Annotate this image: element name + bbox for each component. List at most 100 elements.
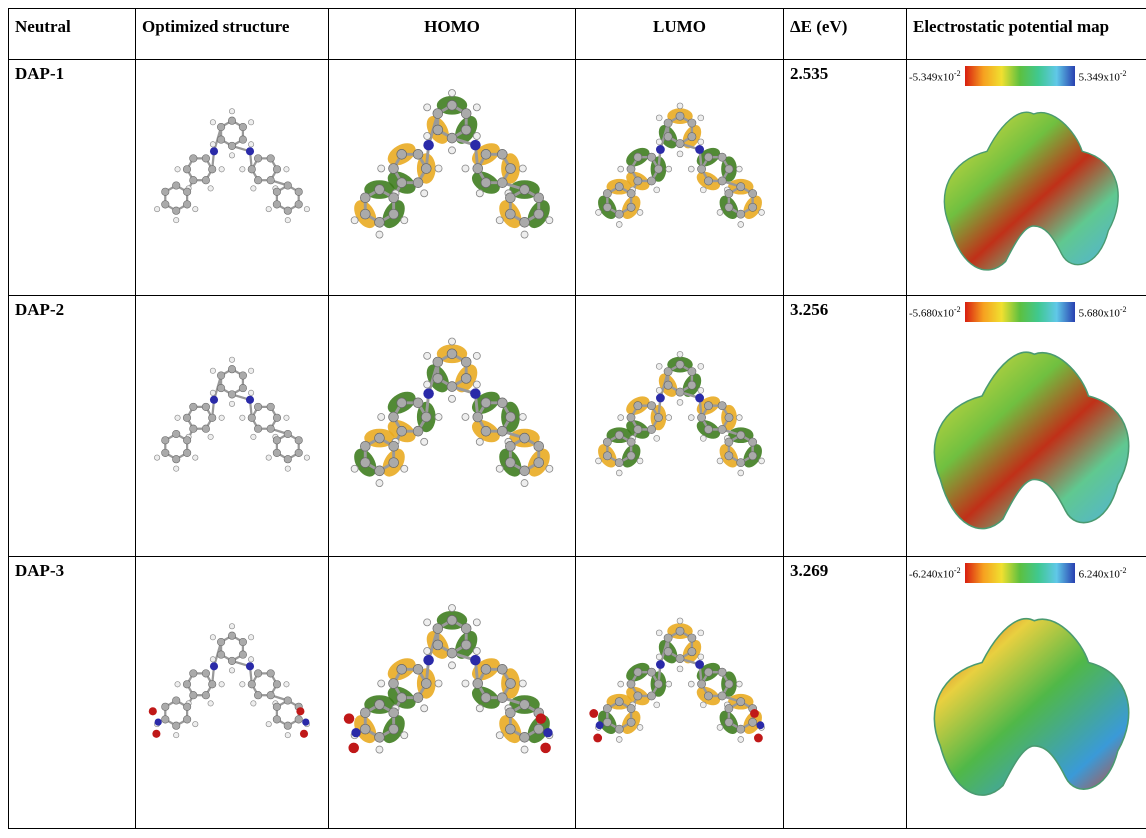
row-label: DAP-1 [15, 64, 129, 84]
hydrogen [210, 657, 215, 662]
carbon [389, 209, 399, 219]
carbon [172, 207, 180, 215]
carbon [375, 185, 385, 195]
carbon [627, 413, 635, 421]
carbon [647, 402, 655, 410]
min-base: -6.240x10 [909, 568, 954, 580]
carbon [239, 651, 247, 659]
hydrogen [210, 635, 215, 640]
hydrogen [229, 153, 234, 158]
carbon [737, 725, 745, 733]
carbon [228, 142, 236, 150]
nitrogen [423, 388, 434, 399]
hydrogen [618, 415, 624, 421]
max-exp: -2 [1120, 69, 1127, 78]
carbon [397, 664, 407, 674]
carbon [749, 452, 757, 460]
carbon [664, 648, 672, 656]
max-exp: -2 [1120, 566, 1127, 575]
hydrogen [656, 363, 662, 369]
hydrogen [210, 390, 215, 395]
carbon [603, 189, 611, 197]
hydrogen [421, 190, 428, 197]
carbon [520, 700, 530, 710]
oxygen [344, 713, 355, 724]
hydrogen [677, 618, 683, 624]
structure-image [335, 300, 569, 541]
hydrogen [378, 413, 385, 420]
carbon [749, 203, 757, 211]
nitrogen [695, 145, 704, 154]
hydrogen [304, 206, 309, 211]
carbon [228, 365, 236, 373]
carbon [725, 680, 733, 688]
hydrogen [401, 217, 408, 224]
carbon [718, 668, 726, 676]
cell [329, 60, 576, 296]
carbon [172, 455, 180, 463]
carbon [697, 680, 705, 688]
hydrogen [717, 724, 723, 730]
min-base: -5.349x10 [909, 71, 954, 83]
oxygen [750, 709, 759, 718]
hydrogen [304, 455, 309, 460]
carbon [505, 708, 515, 718]
carbon [615, 210, 623, 218]
cell [576, 557, 784, 829]
carbon [603, 203, 611, 211]
nitrogen [246, 662, 254, 670]
carbon [506, 412, 516, 422]
table-wrap: Neutral Optimized structure HOMO LUMO ΔE… [8, 8, 1146, 838]
carbon [239, 384, 247, 392]
min-exp: -2 [954, 69, 961, 78]
carbon [389, 724, 399, 734]
esp-surface [934, 352, 1128, 528]
carbon [647, 692, 655, 700]
carbon [725, 203, 733, 211]
carbon [603, 718, 611, 726]
max-exp: -2 [1120, 305, 1127, 314]
hydrogen [677, 666, 683, 672]
hydrogen [700, 702, 706, 708]
carbon [647, 668, 655, 676]
carbon [725, 413, 733, 421]
header-cell: Neutral [9, 9, 136, 60]
carbon [239, 136, 247, 144]
hydrogen [248, 142, 253, 147]
hydrogen [618, 681, 624, 687]
molecule [350, 338, 555, 487]
cell: 3.256 [784, 296, 907, 557]
carbon [704, 425, 712, 433]
carbon [505, 724, 515, 734]
carbon [506, 164, 516, 174]
carbon [421, 412, 431, 422]
carbon [190, 691, 198, 699]
carbon [615, 459, 623, 467]
hydrogen [738, 736, 744, 742]
hydrogen [424, 619, 431, 626]
row-label: DAP-3 [15, 561, 129, 581]
carbon [397, 149, 407, 159]
hydrogen [656, 654, 662, 660]
nitrogen [210, 662, 218, 670]
structure-image [335, 561, 569, 813]
carbon [267, 670, 275, 678]
hydrogen [637, 458, 643, 464]
carbon [360, 441, 370, 451]
carbon [505, 458, 515, 468]
carbon [248, 681, 256, 689]
oxygen [589, 709, 598, 718]
hydrogen [698, 630, 704, 636]
carbon [664, 119, 672, 127]
cell: 3.269 [784, 557, 907, 829]
nitrogen [246, 147, 254, 155]
molecule [594, 351, 766, 475]
cell [576, 60, 784, 296]
carbon [389, 708, 399, 718]
hydrogen [656, 139, 662, 145]
carbon [172, 697, 180, 705]
carbon [676, 361, 684, 369]
hydrogen [266, 721, 271, 726]
